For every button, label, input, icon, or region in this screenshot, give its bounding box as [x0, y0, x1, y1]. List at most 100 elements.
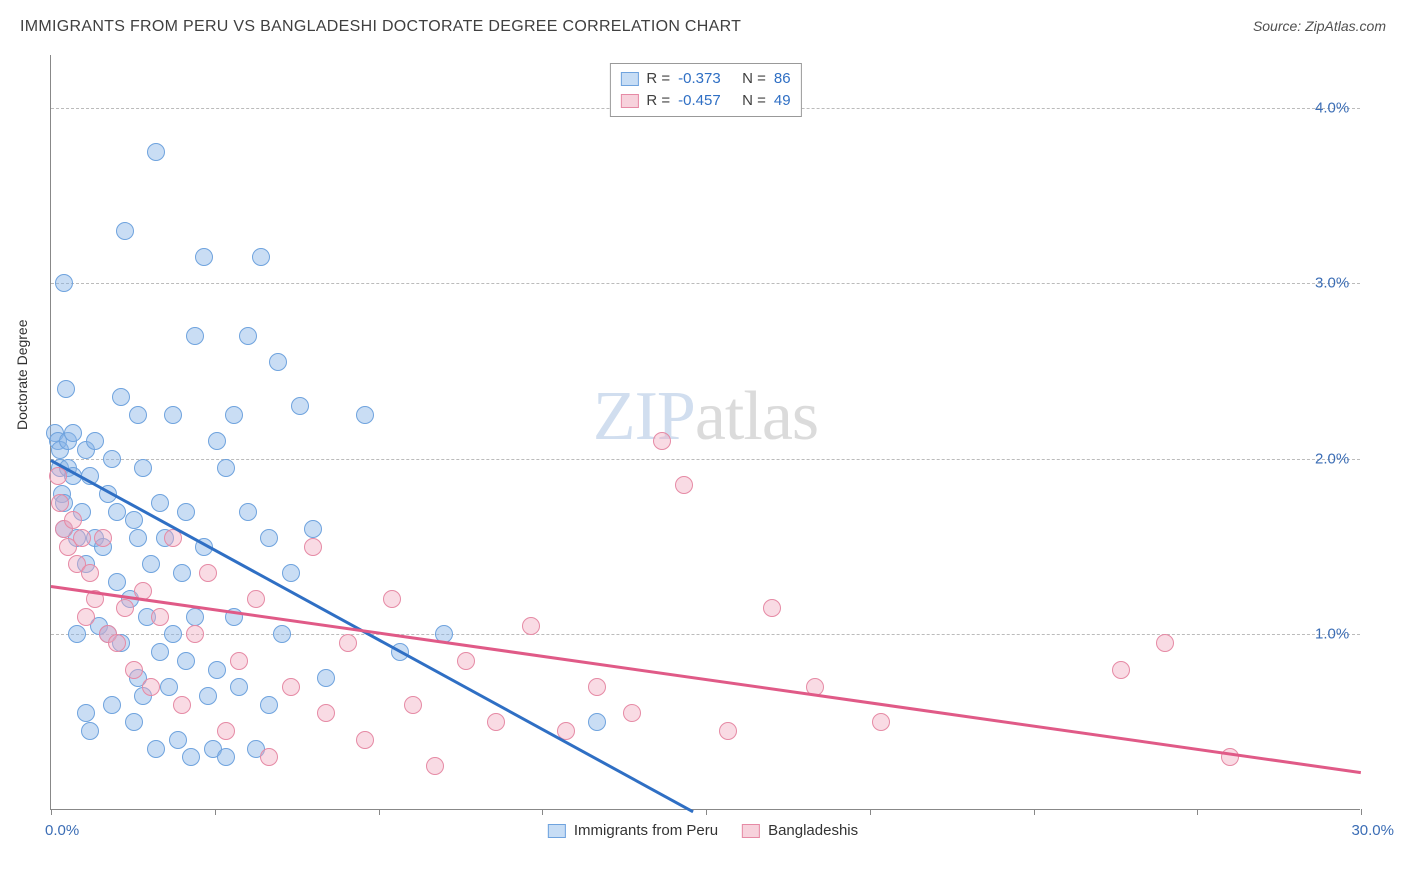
data-point-peru	[81, 722, 99, 740]
data-point-peru	[164, 406, 182, 424]
x-axis-min-label: 0.0%	[45, 822, 79, 839]
y-tick-label: 2.0%	[1315, 450, 1349, 467]
data-point-peru	[177, 652, 195, 670]
data-point-bangladeshi	[487, 713, 505, 731]
data-point-bangladeshi	[64, 511, 82, 529]
watermark: ZIPatlas	[593, 377, 818, 457]
data-point-peru	[173, 564, 191, 582]
data-point-peru	[195, 248, 213, 266]
data-point-bangladeshi	[199, 564, 217, 582]
data-point-bangladeshi	[116, 599, 134, 617]
data-point-bangladeshi	[282, 678, 300, 696]
legend-swatch	[620, 72, 638, 86]
data-point-peru	[588, 713, 606, 731]
data-point-peru	[217, 459, 235, 477]
data-point-bangladeshi	[230, 652, 248, 670]
data-point-peru	[57, 380, 75, 398]
data-point-bangladeshi	[763, 599, 781, 617]
data-point-bangladeshi	[1112, 661, 1130, 679]
source-name: ZipAtlas.com	[1305, 18, 1386, 34]
data-point-bangladeshi	[151, 608, 169, 626]
data-point-bangladeshi	[142, 678, 160, 696]
data-point-peru	[273, 625, 291, 643]
data-point-bangladeshi	[186, 625, 204, 643]
correlation-legend: R =-0.373N =86R =-0.457N =49	[609, 63, 801, 117]
data-point-peru	[199, 687, 217, 705]
data-point-peru	[186, 608, 204, 626]
data-point-peru	[151, 494, 169, 512]
source-attribution: Source: ZipAtlas.com	[1253, 18, 1386, 34]
data-point-peru	[151, 643, 169, 661]
x-tick	[1197, 809, 1198, 815]
data-point-peru	[225, 406, 243, 424]
data-point-bangladeshi	[872, 713, 890, 731]
data-point-peru	[291, 397, 309, 415]
scatter-plot-area: ZIPatlas R =-0.373N =86R =-0.457N =49 1.…	[50, 55, 1360, 810]
data-point-peru	[217, 748, 235, 766]
data-point-peru	[186, 327, 204, 345]
x-tick	[379, 809, 380, 815]
data-point-peru	[260, 696, 278, 714]
data-point-bangladeshi	[125, 661, 143, 679]
data-point-bangladeshi	[653, 432, 671, 450]
data-point-peru	[182, 748, 200, 766]
legend-swatch	[548, 824, 566, 838]
data-point-bangladeshi	[77, 608, 95, 626]
y-axis-label: Doctorate Degree	[14, 319, 30, 430]
data-point-peru	[177, 503, 195, 521]
data-point-peru	[55, 274, 73, 292]
data-point-peru	[125, 511, 143, 529]
data-point-peru	[77, 704, 95, 722]
data-point-bangladeshi	[404, 696, 422, 714]
x-axis-max-label: 30.0%	[1351, 822, 1394, 839]
data-point-peru	[282, 564, 300, 582]
watermark-zip: ZIP	[593, 378, 695, 455]
data-point-bangladeshi	[588, 678, 606, 696]
data-point-peru	[103, 450, 121, 468]
y-tick-label: 1.0%	[1315, 626, 1349, 643]
legend-swatch	[742, 824, 760, 838]
y-tick-label: 3.0%	[1315, 275, 1349, 292]
data-point-peru	[142, 555, 160, 573]
data-point-bangladeshi	[94, 529, 112, 547]
data-point-bangladeshi	[304, 538, 322, 556]
n-value: 86	[774, 68, 791, 90]
series-legend-item: Bangladeshis	[742, 822, 858, 839]
data-point-peru	[169, 731, 187, 749]
r-label: R =	[646, 68, 670, 90]
data-point-bangladeshi	[457, 652, 475, 670]
data-point-bangladeshi	[173, 696, 191, 714]
data-point-peru	[125, 713, 143, 731]
data-point-peru	[304, 520, 322, 538]
data-point-peru	[64, 424, 82, 442]
source-prefix: Source:	[1253, 18, 1305, 34]
data-point-peru	[68, 625, 86, 643]
n-value: 49	[774, 90, 791, 112]
series-legend: Immigrants from Peru Bangladeshis	[548, 822, 858, 839]
data-point-bangladeshi	[260, 748, 278, 766]
data-point-peru	[164, 625, 182, 643]
data-point-peru	[116, 222, 134, 240]
data-point-peru	[239, 327, 257, 345]
x-tick	[870, 809, 871, 815]
data-point-bangladeshi	[49, 467, 67, 485]
x-tick	[706, 809, 707, 815]
watermark-atlas: atlas	[695, 378, 818, 455]
data-point-bangladeshi	[1156, 634, 1174, 652]
series-legend-label: Immigrants from Peru	[574, 822, 718, 839]
r-value: -0.373	[678, 68, 734, 90]
data-point-peru	[129, 406, 147, 424]
correlation-legend-row: R =-0.457N =49	[620, 90, 790, 112]
data-point-peru	[103, 696, 121, 714]
data-point-peru	[112, 388, 130, 406]
gridline-h	[51, 459, 1360, 460]
data-point-peru	[239, 503, 257, 521]
y-tick-label: 4.0%	[1315, 99, 1349, 116]
data-point-bangladeshi	[623, 704, 641, 722]
data-point-bangladeshi	[426, 757, 444, 775]
r-value: -0.457	[678, 90, 734, 112]
data-point-peru	[134, 459, 152, 477]
data-point-bangladeshi	[247, 590, 265, 608]
data-point-bangladeshi	[719, 722, 737, 740]
data-point-peru	[317, 669, 335, 687]
